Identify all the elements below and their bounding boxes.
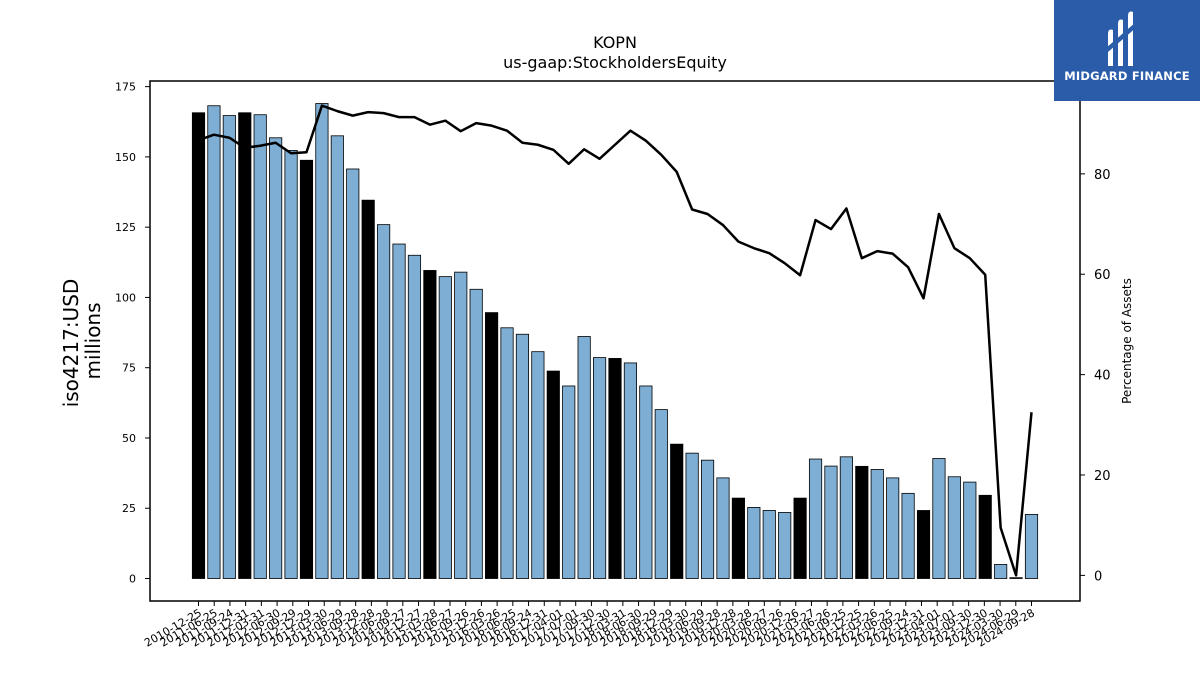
- bar: [515, 333, 530, 579]
- bar: [994, 564, 1008, 579]
- bar: [299, 159, 314, 579]
- bar: [454, 271, 468, 579]
- bar: [793, 497, 807, 579]
- y-tick-label: 50: [122, 432, 136, 445]
- bar: [608, 358, 622, 579]
- bar: [361, 199, 375, 579]
- bar: [191, 112, 206, 579]
- bar: [269, 137, 283, 579]
- bar: [778, 512, 792, 579]
- bar: [870, 469, 884, 579]
- bar: [284, 150, 298, 579]
- bar: [469, 288, 483, 579]
- chart-title: KOPN: [593, 33, 637, 52]
- bar: [963, 481, 977, 579]
- bar: [623, 362, 638, 579]
- bar: [731, 497, 745, 579]
- y-tick-label: 0: [129, 573, 136, 586]
- bar: [700, 459, 715, 579]
- bar: [253, 114, 267, 579]
- bar: [546, 370, 560, 579]
- y2-tick-label: 20: [1094, 469, 1111, 484]
- midgard-finance-logo: MIDGARD FINANCE: [1054, 0, 1200, 101]
- y-tick-label: 25: [122, 502, 136, 515]
- bar: [639, 385, 653, 579]
- bar: [824, 465, 838, 579]
- bar: [685, 452, 699, 579]
- y-tick-label: 150: [115, 151, 136, 164]
- x-axis: 2010-12-252011-06-252011-09-242011-12-31…: [142, 601, 1037, 650]
- logo-mark-icon: [1106, 11, 1138, 66]
- y2-tick-label: 40: [1094, 369, 1111, 384]
- bar: [438, 276, 452, 579]
- bar: [886, 477, 900, 579]
- bar: [562, 385, 576, 579]
- y-axis-label-line1: iso4217:USD: [59, 279, 83, 408]
- bar: [978, 494, 992, 579]
- bar: [670, 443, 684, 579]
- chart-subtitle: us-gaap:StockholdersEquity: [503, 53, 727, 72]
- bar: [1024, 514, 1039, 579]
- bar: [346, 168, 360, 579]
- y2-tick-label: 80: [1094, 168, 1111, 183]
- bar: [407, 254, 422, 579]
- bar: [747, 506, 761, 579]
- bar-group: [191, 103, 1039, 579]
- bar: [485, 312, 499, 579]
- bar: [1009, 577, 1023, 579]
- left-axis: 0 25 50 75 100 125 150 175: [115, 81, 150, 586]
- bar: [238, 112, 252, 579]
- right-axis: 0 20 40 60 80: [1080, 168, 1111, 584]
- bar: [932, 458, 946, 579]
- bar: [330, 135, 344, 579]
- bar: [377, 224, 391, 579]
- bar: [762, 510, 776, 579]
- logo-text: MIDGARD FINANCE: [1064, 69, 1190, 83]
- bar: [947, 476, 961, 579]
- bar: [716, 477, 730, 579]
- y-tick-label: 100: [115, 291, 136, 304]
- plot-frame: [149, 80, 1081, 602]
- right-axis-label: Percentage of Assets: [1120, 278, 1134, 404]
- bar: [808, 458, 823, 579]
- bar: [593, 357, 607, 579]
- y2-tick-label: 0: [1094, 569, 1102, 584]
- bar: [423, 270, 437, 579]
- bar: [839, 456, 853, 579]
- bar: [392, 243, 406, 579]
- bar: [654, 409, 668, 579]
- bar: [901, 492, 915, 579]
- y-axis-label-line2: millions: [81, 302, 105, 379]
- y-tick-label: 125: [115, 221, 136, 234]
- bar: [577, 336, 591, 579]
- bar: [531, 351, 545, 579]
- bar: [222, 115, 236, 579]
- bar: [315, 103, 329, 579]
- percentage-line: [198, 104, 1033, 577]
- bar: [207, 105, 221, 579]
- y2-tick-label: 60: [1094, 268, 1111, 283]
- bar: [500, 327, 514, 579]
- bar: [916, 510, 931, 579]
- y-tick-label: 175: [115, 81, 136, 94]
- bar: [855, 465, 869, 579]
- y-tick-label: 75: [122, 362, 136, 375]
